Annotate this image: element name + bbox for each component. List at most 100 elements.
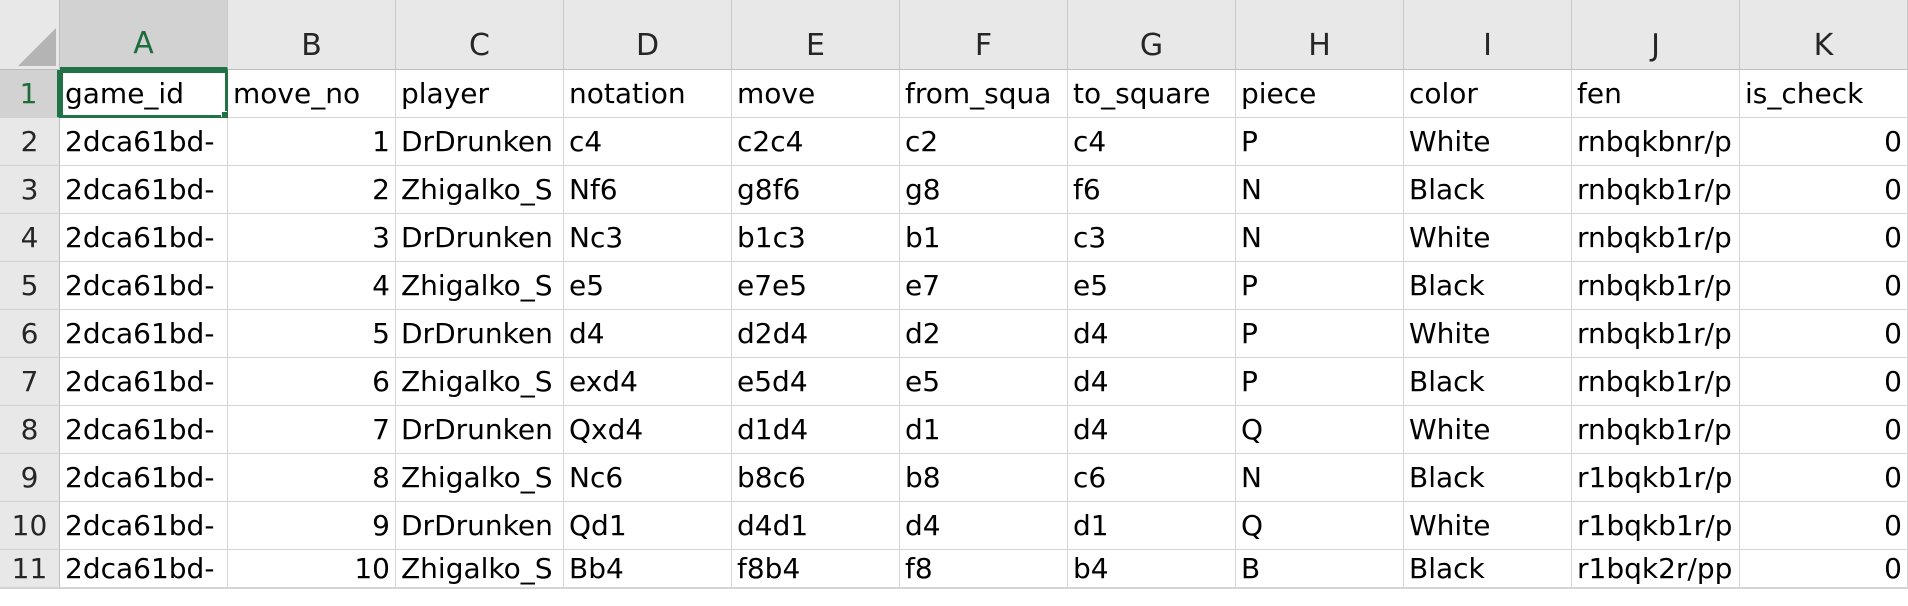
cell-j6[interactable]: rnbqkb1r/p <box>1572 310 1740 358</box>
cell-a3[interactable]: 2dca61bd- <box>60 166 228 214</box>
cell-h7[interactable]: P <box>1236 358 1404 406</box>
cell-d2[interactable]: c4 <box>564 118 732 166</box>
cell-empty[interactable] <box>1404 588 1572 589</box>
cell-i7[interactable]: Black <box>1404 358 1572 406</box>
cell-c10[interactable]: DrDrunken <box>396 502 564 550</box>
cell-j4[interactable]: rnbqkb1r/p <box>1572 214 1740 262</box>
cell-k11[interactable]: 0 <box>1740 550 1908 588</box>
cell-k8[interactable]: 0 <box>1740 406 1908 454</box>
cell-i5[interactable]: Black <box>1404 262 1572 310</box>
cell-i4[interactable]: White <box>1404 214 1572 262</box>
column-header-k[interactable]: K <box>1740 0 1908 70</box>
row-header-9[interactable]: 9 <box>0 454 60 502</box>
cell-d1[interactable]: notation <box>564 70 732 118</box>
cell-f3[interactable]: g8 <box>900 166 1068 214</box>
cell-d6[interactable]: d4 <box>564 310 732 358</box>
cell-g6[interactable]: d4 <box>1068 310 1236 358</box>
cell-d9[interactable]: Nc6 <box>564 454 732 502</box>
cell-b10[interactable]: 9 <box>228 502 396 550</box>
cell-e11[interactable]: f8b4 <box>732 550 900 588</box>
cell-k1[interactable]: is_check <box>1740 70 1908 118</box>
cell-h3[interactable]: N <box>1236 166 1404 214</box>
cell-c4[interactable]: DrDrunken <box>396 214 564 262</box>
cell-b3[interactable]: 2 <box>228 166 396 214</box>
cell-i3[interactable]: Black <box>1404 166 1572 214</box>
row-header-11[interactable]: 11 <box>0 550 60 588</box>
cell-h11[interactable]: B <box>1236 550 1404 588</box>
row-header-5[interactable]: 5 <box>0 262 60 310</box>
cell-k6[interactable]: 0 <box>1740 310 1908 358</box>
cell-empty[interactable] <box>564 588 732 589</box>
cell-g7[interactable]: d4 <box>1068 358 1236 406</box>
cell-f10[interactable]: d4 <box>900 502 1068 550</box>
cell-g8[interactable]: d4 <box>1068 406 1236 454</box>
cell-g10[interactable]: d1 <box>1068 502 1236 550</box>
cell-d8[interactable]: Qxd4 <box>564 406 732 454</box>
cell-j8[interactable]: rnbqkb1r/p <box>1572 406 1740 454</box>
cell-f11[interactable]: f8 <box>900 550 1068 588</box>
cell-f8[interactable]: d1 <box>900 406 1068 454</box>
cell-b9[interactable]: 8 <box>228 454 396 502</box>
cell-c11[interactable]: Zhigalko_S <box>396 550 564 588</box>
cell-h6[interactable]: P <box>1236 310 1404 358</box>
cell-f1[interactable]: from_squa <box>900 70 1068 118</box>
cell-g3[interactable]: f6 <box>1068 166 1236 214</box>
cell-c5[interactable]: Zhigalko_S <box>396 262 564 310</box>
cell-j11[interactable]: r1bqk2r/pp <box>1572 550 1740 588</box>
cell-d11[interactable]: Bb4 <box>564 550 732 588</box>
cell-f9[interactable]: b8 <box>900 454 1068 502</box>
row-header-3[interactable]: 3 <box>0 166 60 214</box>
cell-a4[interactable]: 2dca61bd- <box>60 214 228 262</box>
cell-c9[interactable]: Zhigalko_S <box>396 454 564 502</box>
row-header-6[interactable]: 6 <box>0 310 60 358</box>
cell-j2[interactable]: rnbqkbnr/p <box>1572 118 1740 166</box>
cell-a7[interactable]: 2dca61bd- <box>60 358 228 406</box>
cell-k3[interactable]: 0 <box>1740 166 1908 214</box>
cell-e6[interactable]: d2d4 <box>732 310 900 358</box>
cell-a2[interactable]: 2dca61bd- <box>60 118 228 166</box>
cell-c2[interactable]: DrDrunken <box>396 118 564 166</box>
cell-i1[interactable]: color <box>1404 70 1572 118</box>
cell-g2[interactable]: c4 <box>1068 118 1236 166</box>
cell-h5[interactable]: P <box>1236 262 1404 310</box>
cell-d7[interactable]: exd4 <box>564 358 732 406</box>
cell-b2[interactable]: 1 <box>228 118 396 166</box>
cell-e2[interactable]: c2c4 <box>732 118 900 166</box>
cell-k7[interactable]: 0 <box>1740 358 1908 406</box>
cell-e10[interactable]: d4d1 <box>732 502 900 550</box>
cell-k2[interactable]: 0 <box>1740 118 1908 166</box>
cell-f7[interactable]: e5 <box>900 358 1068 406</box>
cell-b5[interactable]: 4 <box>228 262 396 310</box>
cell-empty[interactable] <box>396 588 564 589</box>
cell-a11[interactable]: 2dca61bd- <box>60 550 228 588</box>
cell-a6[interactable]: 2dca61bd- <box>60 310 228 358</box>
cell-e5[interactable]: e7e5 <box>732 262 900 310</box>
fill-handle[interactable] <box>221 111 227 117</box>
cell-c6[interactable]: DrDrunken <box>396 310 564 358</box>
column-header-b[interactable]: B <box>228 0 396 70</box>
row-header-7[interactable]: 7 <box>0 358 60 406</box>
cell-d10[interactable]: Qd1 <box>564 502 732 550</box>
cell-empty[interactable] <box>732 588 900 589</box>
cell-e7[interactable]: e5d4 <box>732 358 900 406</box>
cell-e1[interactable]: move <box>732 70 900 118</box>
cell-b4[interactable]: 3 <box>228 214 396 262</box>
cell-f2[interactable]: c2 <box>900 118 1068 166</box>
cell-h9[interactable]: N <box>1236 454 1404 502</box>
cell-j1[interactable]: fen <box>1572 70 1740 118</box>
column-header-e[interactable]: E <box>732 0 900 70</box>
cell-a5[interactable]: 2dca61bd- <box>60 262 228 310</box>
row-header-1[interactable]: 1 <box>0 70 60 118</box>
row-header-empty[interactable] <box>0 588 60 589</box>
cell-j5[interactable]: rnbqkb1r/p <box>1572 262 1740 310</box>
cell-d3[interactable]: Nf6 <box>564 166 732 214</box>
cell-i10[interactable]: White <box>1404 502 1572 550</box>
cell-a10[interactable]: 2dca61bd- <box>60 502 228 550</box>
row-header-2[interactable]: 2 <box>0 118 60 166</box>
cell-k4[interactable]: 0 <box>1740 214 1908 262</box>
cell-i11[interactable]: Black <box>1404 550 1572 588</box>
cell-i6[interactable]: White <box>1404 310 1572 358</box>
cell-j9[interactable]: r1bqkb1r/p <box>1572 454 1740 502</box>
cell-g9[interactable]: c6 <box>1068 454 1236 502</box>
cell-d5[interactable]: e5 <box>564 262 732 310</box>
